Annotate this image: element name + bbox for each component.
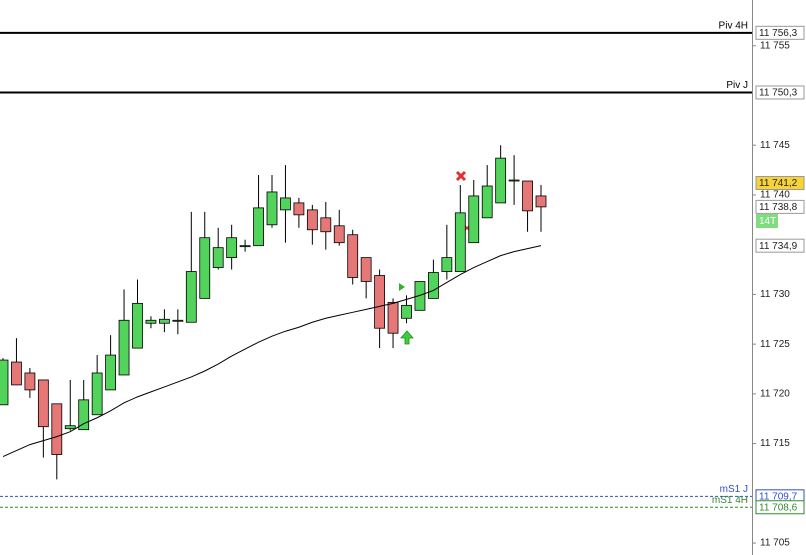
candle-body — [64, 425, 76, 430]
candle-body — [172, 319, 184, 322]
level-name: mS1 4H — [712, 495, 748, 506]
candle-body — [293, 202, 305, 216]
candle-body — [495, 157, 507, 204]
candle-body — [454, 212, 466, 272]
level-name: Piv J — [726, 80, 748, 91]
price-tag-label: 11 741,2 — [759, 178, 798, 189]
price-tag — [755, 176, 805, 191]
candle-body — [280, 197, 291, 211]
moving-average — [2, 245, 542, 457]
level-tag — [755, 25, 805, 40]
y-tick-label: 11 720 — [760, 389, 790, 400]
level-tag — [755, 85, 805, 100]
candle-body — [387, 301, 399, 334]
price-tag-label: 11 734,9 — [759, 241, 798, 252]
candle-body — [78, 399, 90, 431]
y-tick-label: 11 705 — [760, 538, 790, 549]
y-tick-label: 11 740 — [760, 190, 790, 201]
candle-body — [253, 207, 264, 247]
candle-body — [401, 304, 412, 319]
candle-body — [427, 272, 439, 299]
candle-body — [522, 180, 533, 212]
candle-body — [481, 185, 493, 219]
candle-body — [11, 361, 22, 386]
level-value: 11 750,3 — [759, 88, 798, 99]
candle-body — [118, 319, 130, 376]
candle-body — [51, 403, 63, 455]
price-tag — [755, 199, 805, 214]
price-tag — [755, 238, 805, 253]
candle-body — [158, 318, 170, 324]
candle-body — [24, 372, 36, 391]
candle-body — [374, 275, 386, 329]
candle-body — [441, 257, 453, 272]
candle-body — [468, 195, 480, 244]
y-tick-label: 11 730 — [760, 289, 790, 300]
y-tick-label: 11 725 — [760, 339, 790, 350]
level-value: 11 756,3 — [759, 28, 798, 39]
candle-body — [535, 195, 547, 208]
timeframe-tag — [756, 214, 778, 228]
level-value: 11 709,7 — [759, 491, 798, 502]
candle-body — [37, 379, 49, 428]
price-tag-label: 11 738,8 — [759, 202, 798, 213]
candle-body — [132, 302, 143, 349]
candle-body — [212, 247, 224, 268]
y-tick-label: 11 755 — [760, 40, 790, 51]
sell-cross — [455, 170, 467, 182]
candle-body — [0, 359, 9, 406]
candle-body — [320, 217, 332, 233]
timeframe-label: 14T — [759, 216, 776, 227]
candle-body — [239, 245, 251, 248]
level-value: 11 708,6 — [759, 502, 798, 513]
y-tick-label: 11 745 — [760, 140, 790, 151]
candle-body — [185, 271, 197, 323]
candle-body — [306, 209, 318, 231]
signal-arrow — [399, 283, 405, 291]
candle-body — [105, 354, 116, 391]
candle-body — [508, 179, 520, 182]
level-tag — [755, 500, 805, 515]
candle-body — [145, 319, 157, 324]
buy-arrow — [400, 330, 414, 345]
candle-body — [91, 372, 103, 416]
level-name: Piv 4H — [719, 20, 748, 31]
candle-body — [360, 257, 372, 282]
candle-body — [347, 234, 359, 278]
candle-body — [199, 237, 211, 299]
level-name: mS1 J — [720, 484, 748, 495]
y-tick-label: 11 715 — [760, 438, 790, 449]
candle-body — [266, 191, 278, 226]
candle-body — [226, 237, 238, 259]
candle-body — [333, 225, 345, 244]
